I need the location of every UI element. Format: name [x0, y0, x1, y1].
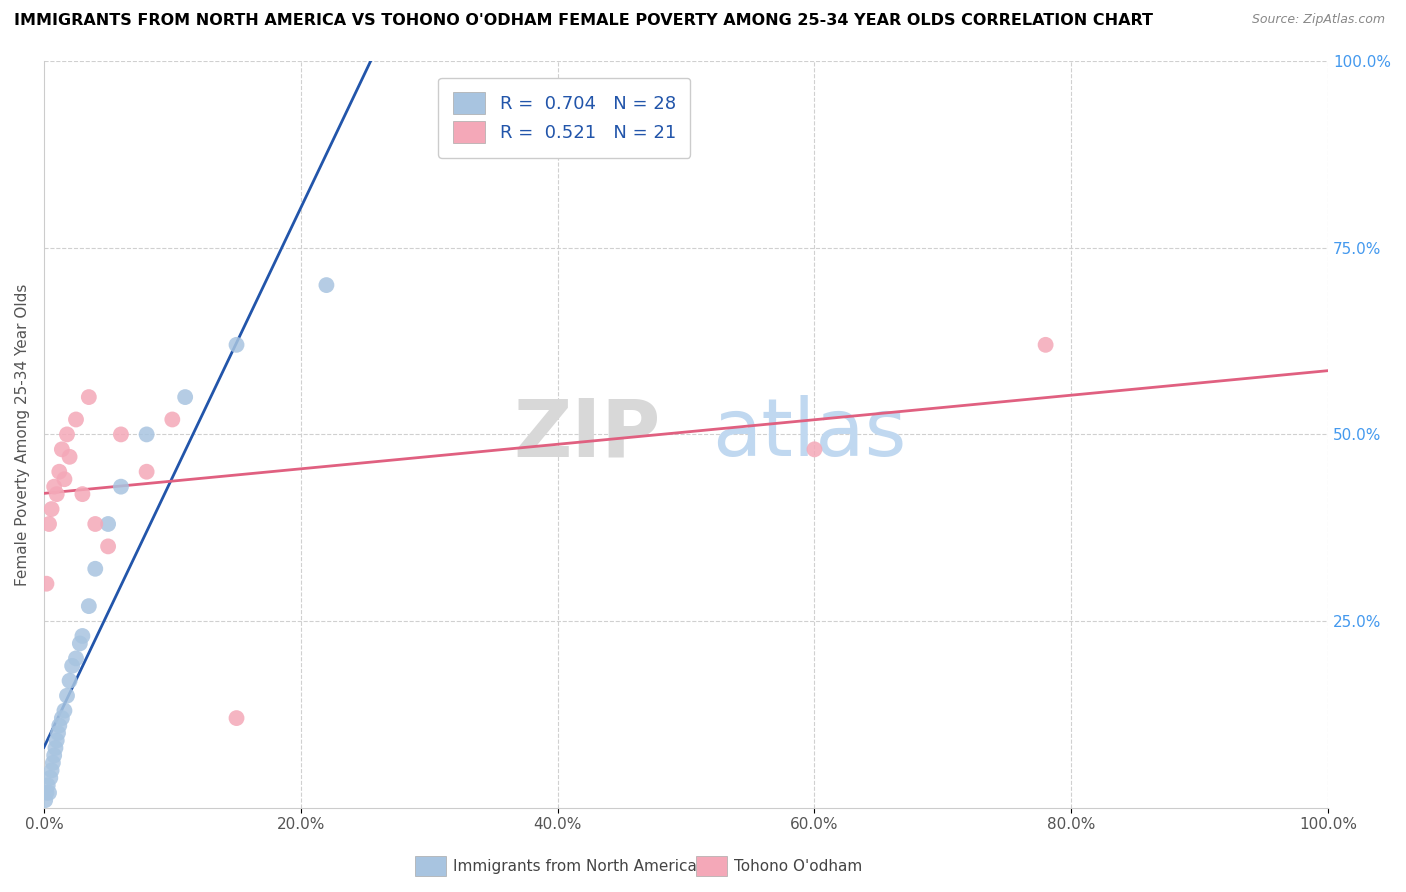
Y-axis label: Female Poverty Among 25-34 Year Olds: Female Poverty Among 25-34 Year Olds: [15, 284, 30, 585]
Point: [97, 516, 120, 531]
Point: [77, 390, 100, 404]
Point: [46, 726, 69, 740]
Point: [45, 733, 67, 747]
Point: [51, 711, 73, 725]
Point: [69, 636, 91, 650]
Point: [53, 704, 76, 718]
Text: Tohono O'odham: Tohono O'odham: [734, 859, 862, 873]
Point: [45, 487, 67, 501]
Point: [84, 562, 107, 576]
Text: Source: ZipAtlas.com: Source: ZipAtlas.com: [1251, 13, 1385, 27]
Point: [65, 651, 87, 665]
Point: [97, 540, 120, 554]
Point: [44, 748, 66, 763]
Point: [51, 442, 73, 457]
Point: [77, 599, 100, 613]
Point: [38, 786, 60, 800]
Point: [315, 278, 337, 293]
Text: atlas: atlas: [711, 395, 905, 474]
Point: [56, 689, 79, 703]
Point: [1035, 338, 1057, 352]
Point: [35, 576, 58, 591]
Point: [37, 778, 59, 792]
Point: [225, 711, 247, 725]
Text: IMMIGRANTS FROM NORTH AMERICA VS TOHONO O'ODHAM FEMALE POVERTY AMONG 25-34 YEAR : IMMIGRANTS FROM NORTH AMERICA VS TOHONO …: [14, 13, 1153, 29]
Point: [84, 516, 107, 531]
Point: [110, 480, 132, 494]
Point: [72, 487, 94, 501]
Point: [58, 673, 80, 688]
Point: [803, 442, 825, 457]
Point: [35, 786, 58, 800]
Point: [48, 465, 70, 479]
Point: [41, 764, 63, 778]
Point: [44, 480, 66, 494]
Point: [39, 771, 62, 785]
Point: [65, 412, 87, 426]
Point: [44, 741, 66, 756]
Point: [135, 427, 157, 442]
Text: Immigrants from North America: Immigrants from North America: [453, 859, 696, 873]
Point: [38, 516, 60, 531]
Point: [225, 338, 247, 352]
Point: [162, 412, 184, 426]
Point: [56, 427, 79, 442]
Point: [58, 450, 80, 464]
Legend: R =  0.704   N = 28, R =  0.521   N = 21: R = 0.704 N = 28, R = 0.521 N = 21: [439, 78, 690, 158]
Point: [48, 718, 70, 732]
Point: [42, 756, 65, 770]
Point: [41, 502, 63, 516]
Point: [53, 472, 76, 486]
Point: [60, 658, 83, 673]
Point: [34, 793, 56, 807]
Text: ZIP: ZIP: [513, 395, 661, 474]
Point: [110, 427, 132, 442]
Point: [135, 465, 157, 479]
Point: [174, 390, 197, 404]
Point: [72, 629, 94, 643]
